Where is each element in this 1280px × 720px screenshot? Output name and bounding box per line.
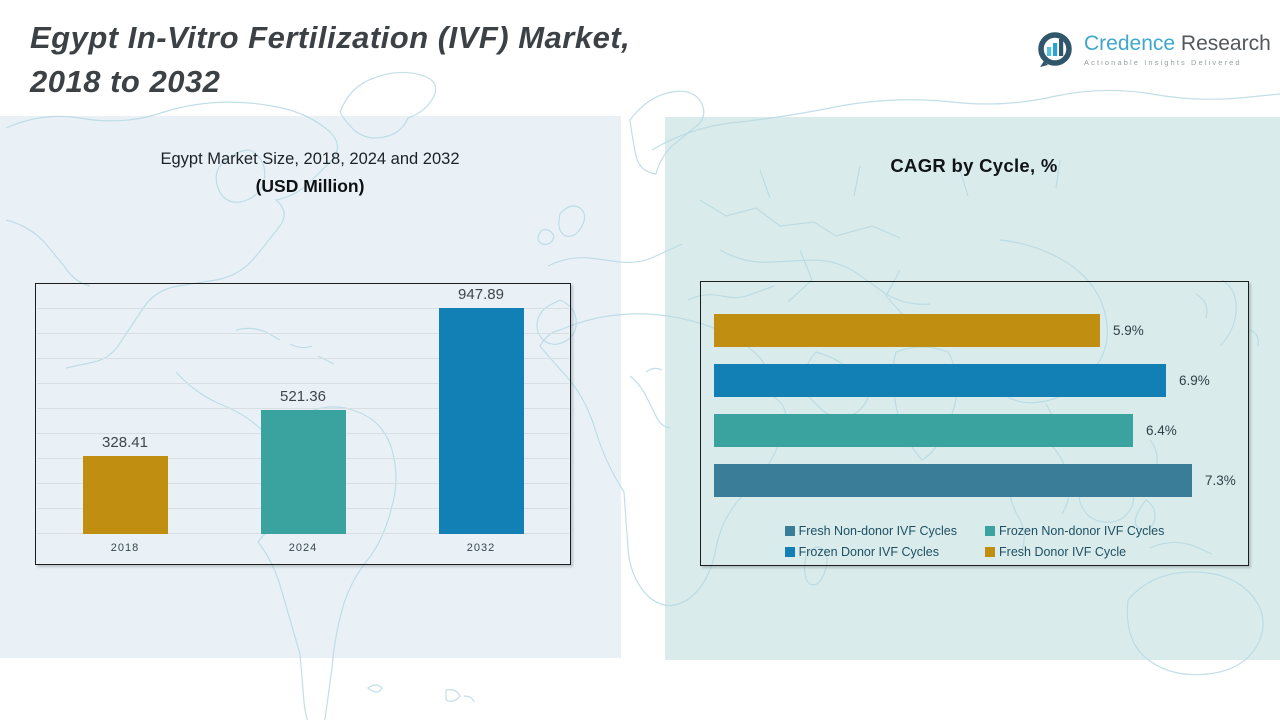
legend-label: Frozen Donor IVF Cycles bbox=[798, 545, 939, 559]
cagr-legend: Fresh Non-donor IVF Cycles Frozen Non-don… bbox=[784, 524, 1164, 559]
bar-chart-circle-icon bbox=[1038, 32, 1072, 67]
legend-swatch bbox=[784, 547, 795, 557]
cagr-bar-row: 6.4% bbox=[714, 405, 1240, 455]
bar-value-label: 5.9% bbox=[1113, 322, 1144, 338]
cagr-bar-row: 5.9% bbox=[714, 305, 1240, 355]
market-size-x-axis: 2018 2024 2032 bbox=[36, 536, 570, 562]
bar-column-2024: 521.36 bbox=[214, 284, 392, 534]
brand-name: Credence Research bbox=[1084, 32, 1271, 55]
market-size-chart: 328.41 521.36 947.89 2018 2024 2032 bbox=[35, 283, 571, 565]
cagr-bar-row: 7.3% bbox=[714, 455, 1240, 505]
page-title-line1: Egypt In-Vitro Fertilization (IVF) Marke… bbox=[30, 20, 631, 55]
market-size-title: Egypt Market Size, 2018, 2024 and 2032 bbox=[160, 150, 460, 168]
cagr-legend-wrap: Fresh Non-donor IVF Cycles Frozen Non-don… bbox=[701, 524, 1248, 559]
legend-swatch bbox=[784, 526, 795, 536]
page-title-line2: 2018 to 2032 bbox=[30, 64, 221, 100]
market-size-plot: 328.41 521.36 947.89 bbox=[36, 284, 570, 534]
cagr-bar-row: 6.9% bbox=[714, 355, 1240, 405]
brand-tagline: Actionable Insights Delivered bbox=[1084, 58, 1242, 68]
bar-2024 bbox=[260, 410, 346, 534]
x-axis-label-2018: 2018 bbox=[110, 542, 140, 554]
legend-label: Fresh Donor IVF Cycle bbox=[999, 545, 1127, 559]
bar-value-label: 328.41 bbox=[102, 434, 148, 451]
bar-fresh-donor-ivf-cycle bbox=[714, 313, 1100, 347]
bar-2018 bbox=[82, 456, 168, 534]
bar-value-label: 6.4% bbox=[1146, 422, 1177, 438]
legend-item-fresh-donor-ivf-cycle: Fresh Donor IVF Cycle bbox=[985, 545, 1164, 559]
brand-logo-text: Credence Research Actionable Insights De… bbox=[1084, 32, 1271, 67]
legend-swatch bbox=[985, 526, 996, 536]
bar-value-label: 7.3% bbox=[1205, 472, 1236, 488]
bar-value-label: 6.9% bbox=[1179, 372, 1210, 388]
legend-item-frozen-non-donor-ivf-cycles: Frozen Non-donor IVF Cycles bbox=[985, 524, 1164, 538]
cagr-plot: 5.9% 6.9% 6.4% 7.3% bbox=[714, 305, 1240, 505]
brand-logo: Credence Research Actionable Insights De… bbox=[1036, 30, 1271, 70]
bar-column-2032: 947.89 bbox=[392, 284, 570, 534]
cagr-title: CAGR by Cycle, % bbox=[890, 155, 1058, 176]
bar-frozen-non-donor-ivf-cycles bbox=[714, 413, 1133, 447]
bar-column-2018: 328.41 bbox=[36, 284, 214, 534]
brand-name-primary: Credence bbox=[1084, 32, 1176, 55]
x-axis-label-2032: 2032 bbox=[466, 542, 496, 554]
bar-2032 bbox=[438, 308, 524, 534]
legend-swatch bbox=[985, 547, 996, 557]
bar-value-label: 521.36 bbox=[280, 388, 326, 405]
bar-frozen-donor-ivf-cycles bbox=[714, 363, 1166, 397]
x-axis-label-2024: 2024 bbox=[288, 542, 318, 554]
brand-name-secondary: Research bbox=[1180, 32, 1271, 55]
cagr-chart: 5.9% 6.9% 6.4% 7.3% Fresh Non-donor IVF Cyc… bbox=[700, 281, 1249, 566]
legend-item-fresh-non-donor-ivf-cycles: Fresh Non-donor IVF Cycles bbox=[784, 524, 958, 538]
page-title: Egypt In-Vitro Fertilization (IVF) Marke… bbox=[30, 16, 770, 104]
legend-label: Frozen Non-donor IVF Cycles bbox=[999, 524, 1165, 538]
legend-item-frozen-donor-ivf-cycles: Frozen Donor IVF Cycles bbox=[784, 545, 957, 559]
bar-fresh-non-donor-ivf-cycles bbox=[714, 463, 1192, 497]
bar-value-label: 947.89 bbox=[458, 286, 504, 303]
legend-label: Fresh Non-donor IVF Cycles bbox=[798, 524, 958, 538]
market-size-title-block: Egypt Market Size, 2018, 2024 and 2032 (… bbox=[60, 150, 560, 197]
market-size-subtitle: (USD Million) bbox=[255, 176, 365, 196]
